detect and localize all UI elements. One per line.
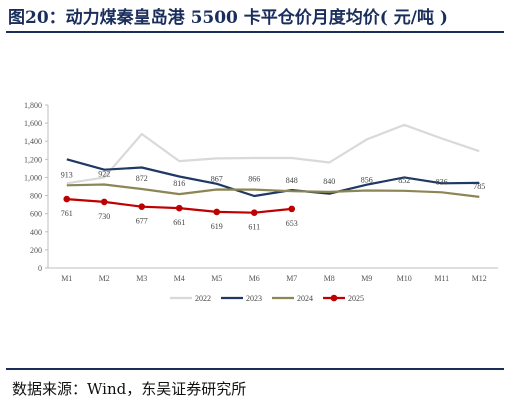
chart-legend: 2022 2023 2024 2025: [170, 294, 364, 303]
data-label-2025: 677: [136, 217, 148, 226]
data-label-2025: 661: [173, 218, 185, 227]
data-point-2025: [138, 203, 146, 210]
data-point-2025: [250, 209, 258, 216]
chart-title: 图20：动力煤秦皇岛港 5500 卡平仓价月度均价( 元/吨 ): [8, 8, 448, 28]
data-point-2025: [288, 205, 296, 213]
data-point-2025: [175, 204, 183, 212]
data-label-2024: 852: [398, 176, 410, 185]
data-label-2024: 840: [323, 177, 335, 186]
data-label-2024: 872: [136, 174, 148, 183]
data-label-2024: 866: [248, 175, 260, 184]
x-tick-label: M1: [61, 274, 72, 283]
x-tick-label: M12: [472, 274, 487, 283]
chart-lines: [63, 123, 480, 216]
y-tick-label: 200: [30, 246, 42, 255]
legend-label-2025: 2025: [348, 294, 364, 303]
x-tick-label: M3: [136, 274, 147, 283]
data-label-2024: 856: [361, 175, 373, 184]
x-tick-label: M5: [211, 274, 222, 283]
data-label-2024: 913: [61, 170, 73, 179]
y-tick-label: 800: [30, 192, 42, 201]
x-tick-label: M2: [99, 274, 110, 283]
x-tick-label: M9: [361, 274, 372, 283]
series-line-2022: [66, 123, 480, 185]
series-line-2023: [66, 158, 480, 198]
data-label-2024: 848: [286, 176, 298, 185]
x-tick-label: M6: [249, 274, 260, 283]
y-tick-label: 1,000: [24, 173, 42, 182]
data-label-2024: 922: [98, 170, 110, 179]
data-label-2025: 611: [248, 223, 260, 232]
y-tick-label: 1,800: [24, 101, 42, 110]
legend-label-2023: 2023: [246, 294, 262, 303]
y-tick-label: 600: [30, 210, 42, 219]
y-tick-label: 0: [38, 264, 42, 273]
data-point-2025: [213, 208, 221, 216]
title-divider: [6, 31, 504, 33]
legend-label-2022: 2022: [195, 294, 211, 303]
data-point-2025: [63, 195, 71, 203]
legend-marker-2025: [330, 294, 338, 302]
y-tick-label: 1,400: [24, 137, 42, 146]
data-label-2025: 653: [286, 219, 298, 228]
source-divider: [6, 368, 504, 370]
x-tick-label: M7: [286, 274, 297, 283]
data-label-2025: 619: [211, 222, 223, 231]
source-note: 数据来源：Wind，东吴证券研究所: [12, 380, 247, 398]
series-line-2024: [66, 183, 480, 198]
data-point-2025: [100, 198, 108, 206]
x-tick-label: M11: [434, 274, 449, 283]
x-tick-label: M4: [174, 274, 185, 283]
chart-data-labels: 913 922 872 816 867 866 848 840 856 852 836 785 761 7…: [61, 170, 486, 232]
x-tick-label: M8: [324, 274, 335, 283]
data-label-2024: 836: [436, 177, 448, 186]
y-tick-label: 1,200: [24, 155, 42, 164]
x-tick-label: M10: [397, 274, 412, 283]
y-tick-label: 1,600: [24, 119, 42, 128]
legend-label-2024: 2024: [297, 294, 313, 303]
data-label-2025: 730: [98, 212, 110, 221]
data-label-2024: 816: [173, 179, 185, 188]
y-tick-label: 400: [30, 228, 42, 237]
data-label-2025: 761: [61, 209, 73, 218]
chart-axes: 0 200 400 600 800 1,000 1,200 1,400 1,600 1,800 M1…: [24, 101, 498, 283]
data-label-2024: 785: [473, 182, 485, 191]
data-label-2024: 867: [211, 174, 223, 183]
